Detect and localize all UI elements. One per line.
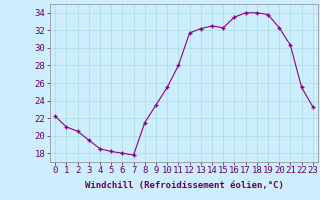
X-axis label: Windchill (Refroidissement éolien,°C): Windchill (Refroidissement éolien,°C): [84, 181, 284, 190]
